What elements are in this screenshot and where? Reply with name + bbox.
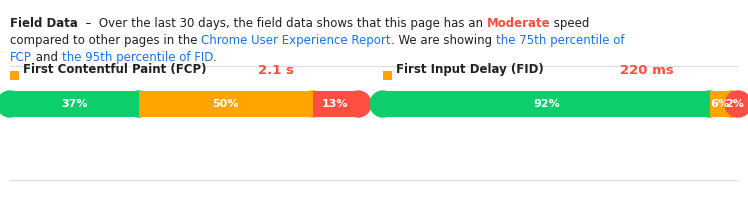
- Bar: [710, 91, 731, 117]
- Bar: [383, 91, 710, 117]
- Text: 50%: 50%: [212, 99, 239, 109]
- Text: First Contentful Paint (FCP): First Contentful Paint (FCP): [23, 64, 206, 76]
- Text: 220 ms: 220 ms: [620, 64, 674, 76]
- Text: 37%: 37%: [61, 99, 88, 109]
- Text: –  Over the last 30 days, the field data shows that this page has an: – Over the last 30 days, the field data …: [78, 17, 487, 30]
- Text: First Input Delay (FID): First Input Delay (FID): [396, 64, 544, 76]
- Circle shape: [725, 91, 748, 117]
- Text: Moderate: Moderate: [487, 17, 551, 30]
- Circle shape: [0, 91, 23, 117]
- Text: and: and: [32, 51, 61, 64]
- Text: 2%: 2%: [725, 99, 744, 109]
- Text: . We are showing: . We are showing: [391, 34, 496, 47]
- Text: FCP: FCP: [10, 51, 32, 64]
- Text: speed: speed: [551, 17, 589, 30]
- Text: the 95th percentile of FID: the 95th percentile of FID: [61, 51, 213, 64]
- Text: 92%: 92%: [533, 99, 560, 109]
- Bar: [10, 91, 139, 117]
- Circle shape: [696, 91, 723, 117]
- Text: 13%: 13%: [322, 99, 349, 109]
- FancyBboxPatch shape: [383, 71, 392, 79]
- Circle shape: [370, 91, 396, 117]
- Bar: [731, 91, 738, 117]
- Circle shape: [126, 91, 152, 117]
- Circle shape: [300, 91, 326, 117]
- Text: the 75th percentile of: the 75th percentile of: [496, 34, 625, 47]
- Bar: [313, 91, 358, 117]
- Text: Field Data: Field Data: [10, 17, 78, 30]
- Text: .: .: [213, 51, 217, 64]
- Text: compared to other pages in the: compared to other pages in the: [10, 34, 201, 47]
- Text: 6%: 6%: [711, 99, 730, 109]
- FancyBboxPatch shape: [10, 71, 19, 79]
- Text: 2.1 s: 2.1 s: [258, 64, 294, 76]
- Circle shape: [345, 91, 371, 117]
- Text: Chrome User Experience Report: Chrome User Experience Report: [201, 34, 391, 47]
- Bar: [139, 91, 313, 117]
- Circle shape: [718, 91, 744, 117]
